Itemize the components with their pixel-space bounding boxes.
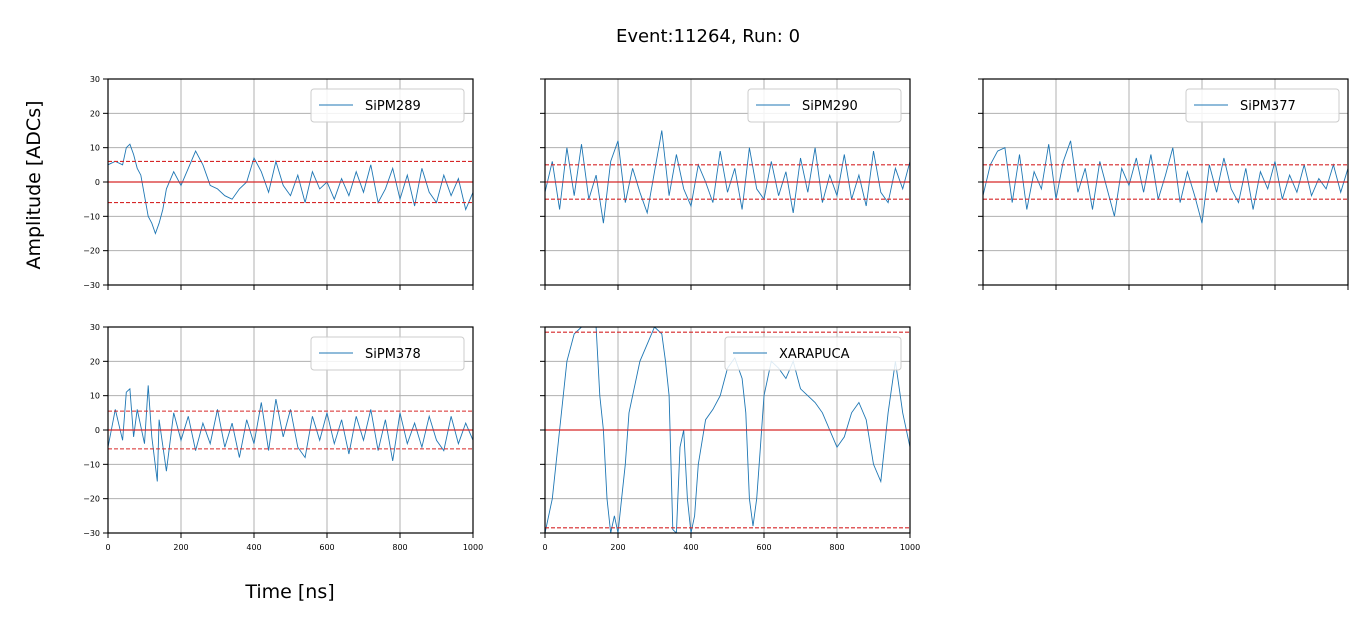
- y-tick-label: 30: [90, 323, 100, 332]
- signal-line-sipm290: [545, 130, 910, 224]
- legend-box: [310, 88, 465, 123]
- legend-box: [747, 88, 902, 123]
- y-tick-label: 0: [95, 178, 100, 187]
- axes-frame: [107, 326, 474, 534]
- legend: XARAPUCA: [724, 336, 902, 371]
- legend-label: SiPM378: [365, 347, 421, 362]
- x-axis-label: Time [ns]: [244, 581, 334, 603]
- x-tick-label: 200: [610, 543, 625, 552]
- y-tick-label: 10: [90, 144, 100, 153]
- y-tick-label: −20: [83, 247, 100, 256]
- legend-label: SiPM377: [1240, 99, 1296, 114]
- x-tick-label: 1000: [900, 543, 920, 552]
- figure-title: Event:11264, Run: 0: [616, 26, 800, 47]
- y-tick-label: −10: [83, 212, 100, 221]
- legend: SiPM289: [310, 88, 465, 123]
- axes-frame: [107, 78, 474, 286]
- y-tick-label: 20: [90, 109, 100, 118]
- legend-box: [1185, 88, 1340, 123]
- subplot-sipm289: 30 20 10 0 −10 −20 −30 SiPM289: [83, 75, 474, 290]
- signal-line-sipm289: [108, 143, 473, 235]
- x-tick-label: 0: [105, 543, 110, 552]
- y-tick-label: −10: [83, 460, 100, 469]
- subplot-sipm378: 0 200 400 600 800 1000 30 20 10 0 −10 −20 −30 SiPM378: [83, 323, 483, 552]
- x-tick-label: 400: [683, 543, 698, 552]
- legend: SiPM290: [747, 88, 902, 123]
- legend-box: [310, 336, 465, 371]
- subplot-sipm290: SiPM290: [540, 78, 911, 290]
- y-tick-label: 20: [90, 357, 100, 366]
- y-axis-label: Amplitude [ADCs]: [23, 100, 45, 269]
- legend-label: SiPM290: [802, 99, 858, 114]
- x-tick-label: 800: [829, 543, 844, 552]
- axes-frame: [544, 78, 911, 286]
- y-tick-label: 0: [95, 426, 100, 435]
- legend: SiPM378: [310, 336, 465, 371]
- x-tick-label: 200: [173, 543, 188, 552]
- y-tick-label: 30: [90, 75, 100, 84]
- legend-box: [724, 336, 902, 371]
- y-tick-label: −30: [83, 281, 100, 290]
- x-tick-label: 800: [392, 543, 407, 552]
- signal-line-sipm377: [983, 140, 1348, 224]
- y-tick-label: −20: [83, 495, 100, 504]
- axes-frame: [982, 78, 1349, 286]
- x-tick-label: 0: [542, 543, 547, 552]
- subplot-sipm377: SiPM377: [978, 78, 1349, 290]
- x-tick-label: 1000: [463, 543, 483, 552]
- x-tick-label: 600: [756, 543, 771, 552]
- axes-frame: [544, 326, 911, 534]
- x-tick-label: 400: [246, 543, 261, 552]
- signal-line-xarapuca: [545, 327, 910, 533]
- signal-line-sipm378: [108, 385, 473, 482]
- y-tick-label: −30: [83, 529, 100, 538]
- legend-label: XARAPUCA: [779, 347, 850, 362]
- legend: SiPM377: [1185, 88, 1340, 123]
- x-tick-label: 600: [319, 543, 334, 552]
- subplot-xarapuca: 0 200 400 600 800 1000 XARAPUCA: [540, 326, 920, 552]
- subplots: 30 20 10 0 −10 −20 −30 SiPM289 SiPM290 SiPM377 0 20…: [83, 75, 1349, 552]
- legend-label: SiPM289: [365, 99, 421, 114]
- y-tick-label: 10: [90, 392, 100, 401]
